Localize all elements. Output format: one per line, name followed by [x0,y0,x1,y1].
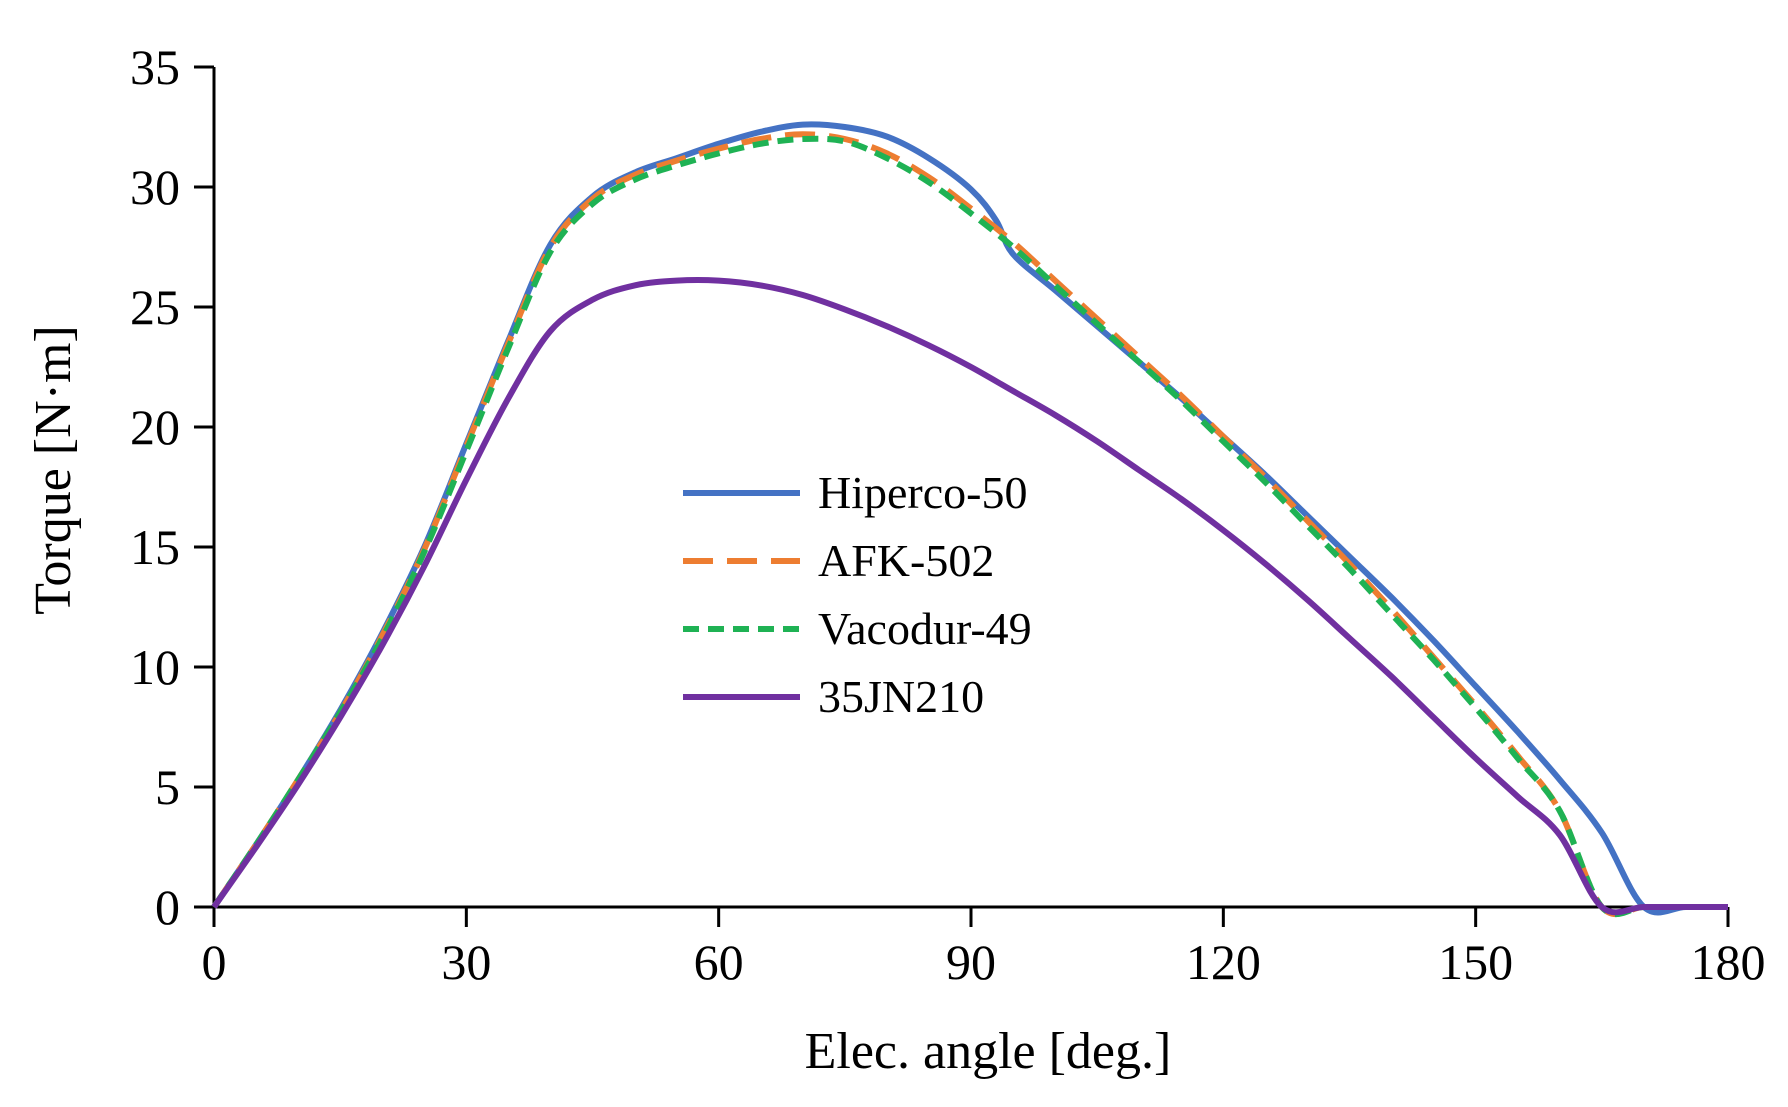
y-tick-label: 25 [130,279,180,335]
x-axis-title: Elec. angle [deg.] [805,1023,1172,1080]
legend-label: 35JN210 [818,671,984,722]
x-tick-label: 0 [202,934,227,990]
y-axis-title: Torque [N·m] [25,325,82,614]
x-tick-label: 60 [694,934,744,990]
x-tick-label: 30 [441,934,491,990]
y-tick-label: 0 [155,879,180,935]
x-tick-label: 180 [1691,934,1766,990]
legend-label: AFK-502 [818,535,994,586]
y-tick-label: 10 [130,639,180,695]
y-tick-label: 30 [130,159,180,215]
series-line-afk-502 [211,131,1728,918]
legend: Hiperco-50 AFK-502 Vacodur-49 35JN210 [683,467,1032,722]
y-tick-label: 20 [130,399,180,455]
x-tick-label: 150 [1438,934,1513,990]
legend-label: Vacodur-49 [818,603,1032,654]
axes: 0 5 10 15 20 25 30 35 0 30 60 90 120 150 180 [130,39,1766,990]
series-line-35jn210 [211,277,1728,916]
x-tick-label: 120 [1186,934,1261,990]
legend-label: Hiperco-50 [818,467,1027,518]
series-line-vacodur-49 [211,135,1728,918]
y-tick-label: 35 [130,39,180,95]
y-tick-label: 5 [155,759,180,815]
series-layer [211,121,1728,918]
y-tick-label: 15 [130,519,180,575]
x-tick-label: 90 [946,934,996,990]
